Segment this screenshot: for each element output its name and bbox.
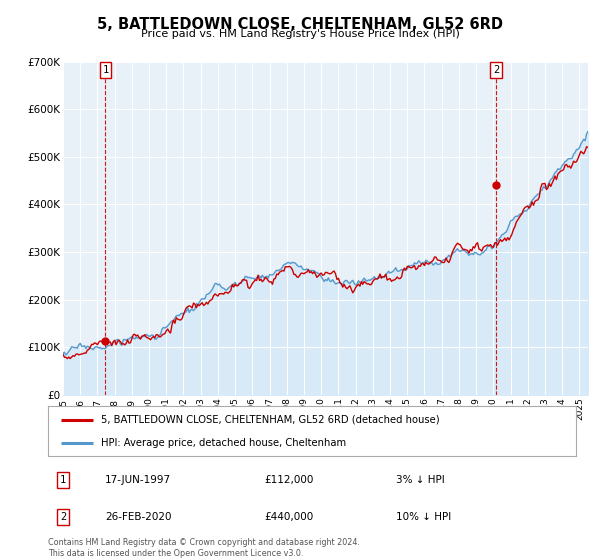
- Text: 26-FEB-2020: 26-FEB-2020: [105, 512, 172, 521]
- Text: £440,000: £440,000: [264, 512, 313, 521]
- Text: 1: 1: [60, 475, 66, 485]
- Text: 2: 2: [493, 65, 499, 75]
- Text: Price paid vs. HM Land Registry's House Price Index (HPI): Price paid vs. HM Land Registry's House …: [140, 29, 460, 39]
- Text: Contains HM Land Registry data © Crown copyright and database right 2024.
This d: Contains HM Land Registry data © Crown c…: [48, 538, 360, 558]
- Text: 3% ↓ HPI: 3% ↓ HPI: [396, 475, 445, 485]
- Text: HPI: Average price, detached house, Cheltenham: HPI: Average price, detached house, Chel…: [101, 438, 346, 448]
- Text: 5, BATTLEDOWN CLOSE, CHELTENHAM, GL52 6RD: 5, BATTLEDOWN CLOSE, CHELTENHAM, GL52 6R…: [97, 17, 503, 32]
- Text: 17-JUN-1997: 17-JUN-1997: [105, 475, 171, 485]
- Text: £112,000: £112,000: [264, 475, 313, 485]
- Text: 1: 1: [102, 65, 109, 75]
- Text: 5, BATTLEDOWN CLOSE, CHELTENHAM, GL52 6RD (detached house): 5, BATTLEDOWN CLOSE, CHELTENHAM, GL52 6R…: [101, 414, 439, 424]
- Text: 10% ↓ HPI: 10% ↓ HPI: [396, 512, 451, 521]
- Text: 2: 2: [60, 512, 66, 521]
